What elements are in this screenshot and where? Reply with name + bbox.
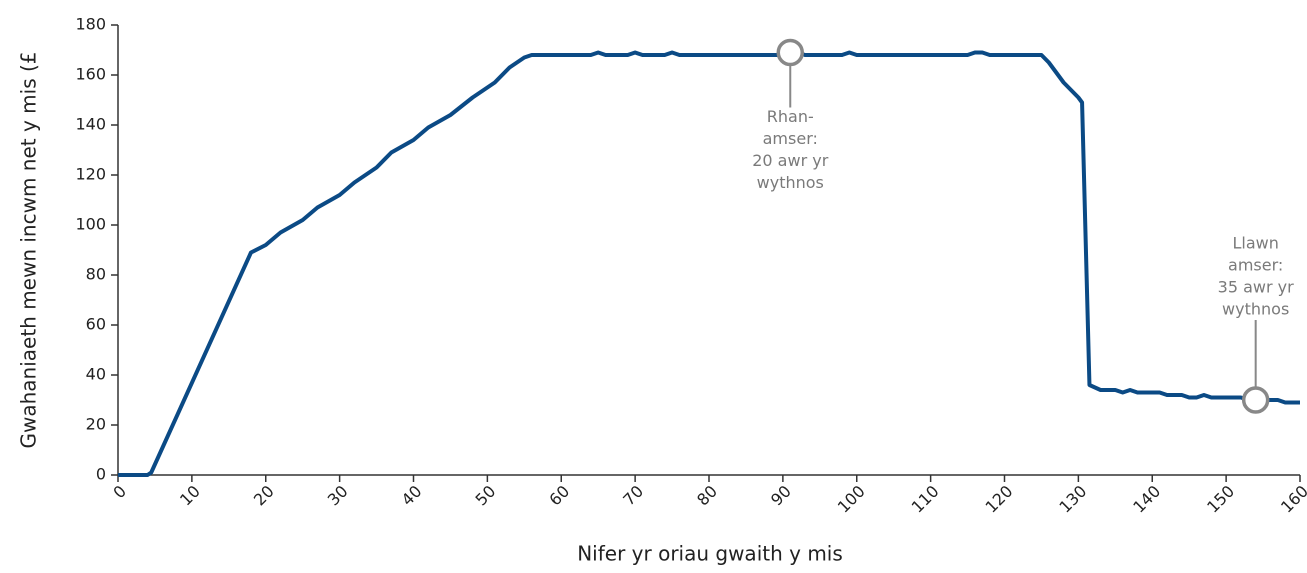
y-tick-label: 100 bbox=[75, 215, 106, 234]
x-tick-label: 100 bbox=[834, 482, 869, 517]
x-tick-label: 50 bbox=[472, 482, 500, 510]
annotation-text: amser: bbox=[763, 129, 818, 148]
x-tick-label: 80 bbox=[693, 482, 721, 510]
annotation-marker bbox=[776, 38, 805, 67]
x-tick-label: 40 bbox=[398, 482, 426, 510]
annotation-marker bbox=[1241, 386, 1270, 414]
line bbox=[118, 50, 1300, 477]
annotation-text: amser: bbox=[1228, 256, 1283, 275]
x-tick-label: 70 bbox=[619, 482, 647, 510]
annotation-text: 35 awr yr bbox=[1218, 278, 1294, 297]
y-tick-label: 0 bbox=[96, 465, 106, 484]
x-tick-label: 90 bbox=[767, 482, 795, 510]
annotation-text: 20 awr yr bbox=[752, 151, 828, 170]
y-axis-label: Gwahaniaeth mewn incwm net y mis (£ bbox=[17, 51, 41, 448]
y-tick-label: 80 bbox=[86, 265, 106, 284]
y-tick-label: 120 bbox=[75, 165, 106, 184]
y-tick-label: 160 bbox=[75, 65, 106, 84]
x-tick-label: 20 bbox=[250, 482, 278, 510]
x-tick-label: 160 bbox=[1277, 482, 1307, 517]
x-tick-label: 0 bbox=[109, 482, 130, 503]
annotation-text: Rhan- bbox=[767, 107, 814, 126]
y-tick-label: 20 bbox=[86, 415, 106, 434]
x-tick-label: 150 bbox=[1203, 482, 1238, 517]
x-tick-label: 10 bbox=[176, 482, 204, 510]
annotation-text: wythnos bbox=[757, 173, 824, 192]
y-tick-label: 40 bbox=[86, 365, 106, 384]
x-tick-label: 60 bbox=[545, 482, 573, 510]
y-tick-label: 140 bbox=[75, 115, 106, 134]
annotation-text: Llawn bbox=[1232, 234, 1278, 253]
x-tick-label: 30 bbox=[324, 482, 352, 510]
x-tick-label: 130 bbox=[1055, 482, 1090, 517]
y-tick-label: 180 bbox=[75, 15, 106, 34]
x-tick-label: 120 bbox=[981, 482, 1016, 517]
x-axis-label: Nifer yr oriau gwaith y mis bbox=[577, 542, 843, 566]
annotation-text: wythnos bbox=[1222, 300, 1289, 319]
x-tick-label: 110 bbox=[908, 482, 943, 517]
y-tick-label: 60 bbox=[86, 315, 106, 334]
x-tick-label: 140 bbox=[1129, 482, 1164, 517]
